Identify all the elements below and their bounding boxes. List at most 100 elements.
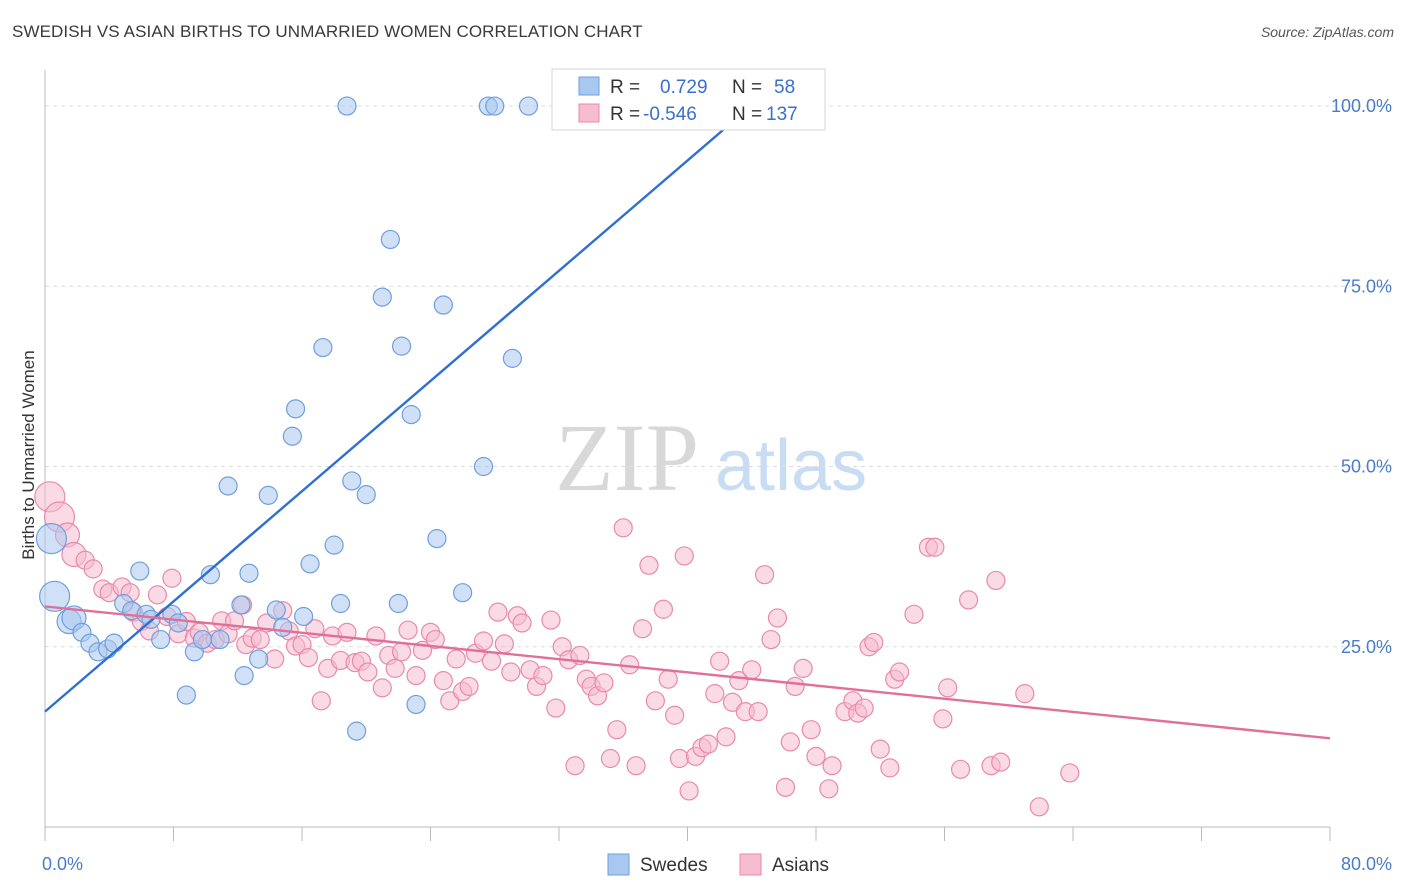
swedes-point-38 <box>342 471 362 491</box>
asians-point-13 <box>147 585 168 605</box>
legend-r-label-asians: R = <box>610 104 640 125</box>
bottom-legend-swatch-asians <box>739 853 762 876</box>
chart-title: SWEDISH VS ASIAN BIRTHS TO UNMARRIED WOM… <box>12 22 643 41</box>
legend-n-label-swedes: N = <box>732 77 762 98</box>
swedes-point-17 <box>176 685 196 705</box>
asians-point-137 <box>1015 684 1035 704</box>
asians-point-57 <box>446 649 466 669</box>
asians-point-88 <box>645 691 665 711</box>
asians-point-115 <box>819 779 839 799</box>
swedes-point-37 <box>337 96 357 116</box>
swedes-point-34 <box>313 337 333 358</box>
asians-point-46 <box>372 678 392 698</box>
asians-point-89 <box>653 599 674 619</box>
swedes-point-32 <box>294 606 314 627</box>
legend-r-value-asians: -0.546 <box>643 104 697 125</box>
y-tick-labels: 25.0% 50.0% 75.0% 100.0% <box>1331 96 1392 657</box>
asians-point-99 <box>710 651 730 671</box>
bottom-legend-swatch-swedes <box>607 853 630 876</box>
asians-point-75 <box>565 756 585 776</box>
asians-point-129 <box>925 537 945 557</box>
swedes-point-0 <box>35 523 68 555</box>
swedes-point-47 <box>427 529 447 549</box>
swedes-point-11 <box>130 561 150 581</box>
asians-point-112 <box>793 658 813 678</box>
y-tick-label-1: 50.0% <box>1341 457 1392 477</box>
asians-point-120 <box>854 698 874 718</box>
swedes-point-14 <box>151 629 171 650</box>
asians-point-100 <box>716 727 736 747</box>
swedes-point-33 <box>300 554 320 574</box>
asians-point-110 <box>780 732 800 752</box>
asians-point-82 <box>607 720 627 740</box>
asians-point-54 <box>425 629 445 650</box>
y-tick-label-2: 75.0% <box>1341 276 1392 296</box>
asians-point-94 <box>679 781 699 801</box>
swedes-point-54 <box>518 96 539 116</box>
asians-point-51 <box>406 665 426 686</box>
swedes-point-44 <box>391 336 412 356</box>
swedes-point-49 <box>453 583 473 603</box>
asians-point-61 <box>473 631 494 651</box>
asians-point-93 <box>674 546 694 566</box>
swedes-point-45 <box>401 405 421 425</box>
swedes-point-8 <box>104 633 124 653</box>
swedes-point-24 <box>234 665 254 686</box>
asians-point-114 <box>806 746 826 766</box>
swedes-point-36 <box>330 593 351 614</box>
series-legend: Swedes Asians <box>607 853 829 876</box>
asians-point-132 <box>950 759 971 779</box>
swedes-point-20 <box>200 565 221 585</box>
swedes-point-27 <box>258 485 278 505</box>
asians-point-111 <box>785 676 805 697</box>
swedes-point-41 <box>372 287 392 307</box>
asians-point-70 <box>533 665 553 686</box>
swedes-point-39 <box>347 721 367 741</box>
asians-point-104 <box>742 660 762 680</box>
asians-point-35 <box>298 647 319 668</box>
asians-point-50 <box>398 620 418 640</box>
asians-point-55 <box>433 671 453 691</box>
asians-point-106 <box>754 565 775 585</box>
legend-n-value-swedes: 58 <box>774 77 795 98</box>
asians-point-15 <box>162 568 182 588</box>
y-axis-label: Births to Unmarried Women <box>19 350 38 559</box>
asians-point-44 <box>358 662 378 682</box>
asians-point-122 <box>864 632 884 653</box>
swedes-point-1 <box>39 580 71 612</box>
x-tick-label-0: 0.0% <box>42 854 83 874</box>
asians-point-71 <box>541 610 561 630</box>
asians-point-98 <box>705 684 725 704</box>
asians-point-81 <box>600 748 621 769</box>
swedes-point-48 <box>433 295 453 315</box>
swedes-points <box>35 96 778 741</box>
asians-point-59 <box>459 676 479 697</box>
asians-trend-line <box>44 605 1331 740</box>
asians-point-63 <box>488 602 508 622</box>
swedes-point-40 <box>356 485 376 505</box>
swedes-point-31 <box>285 399 306 419</box>
asians-point-126 <box>889 662 910 682</box>
asians-point-139 <box>1060 763 1080 783</box>
asians-point-85 <box>626 756 646 776</box>
swedes-point-23 <box>231 595 251 615</box>
legend-swatch-swedes <box>578 76 600 96</box>
asians-point-5 <box>83 559 103 579</box>
asians-point-49 <box>391 642 412 662</box>
asians-point-124 <box>880 758 900 778</box>
asians-point-127 <box>904 604 924 624</box>
swedes-point-42 <box>380 229 400 250</box>
asians-point-28 <box>250 629 270 650</box>
asians-point-62 <box>481 651 502 671</box>
asians-point-30 <box>265 649 285 669</box>
swedes-point-35 <box>324 535 344 555</box>
asians-point-101 <box>722 692 743 712</box>
swedes-point-22 <box>218 476 238 496</box>
asians-point-65 <box>501 662 521 682</box>
asians-point-107 <box>761 629 781 650</box>
asians-point-72 <box>546 698 566 718</box>
asians-point-108 <box>767 608 788 628</box>
asians-point-56 <box>440 691 460 711</box>
asians-point-116 <box>822 756 842 776</box>
